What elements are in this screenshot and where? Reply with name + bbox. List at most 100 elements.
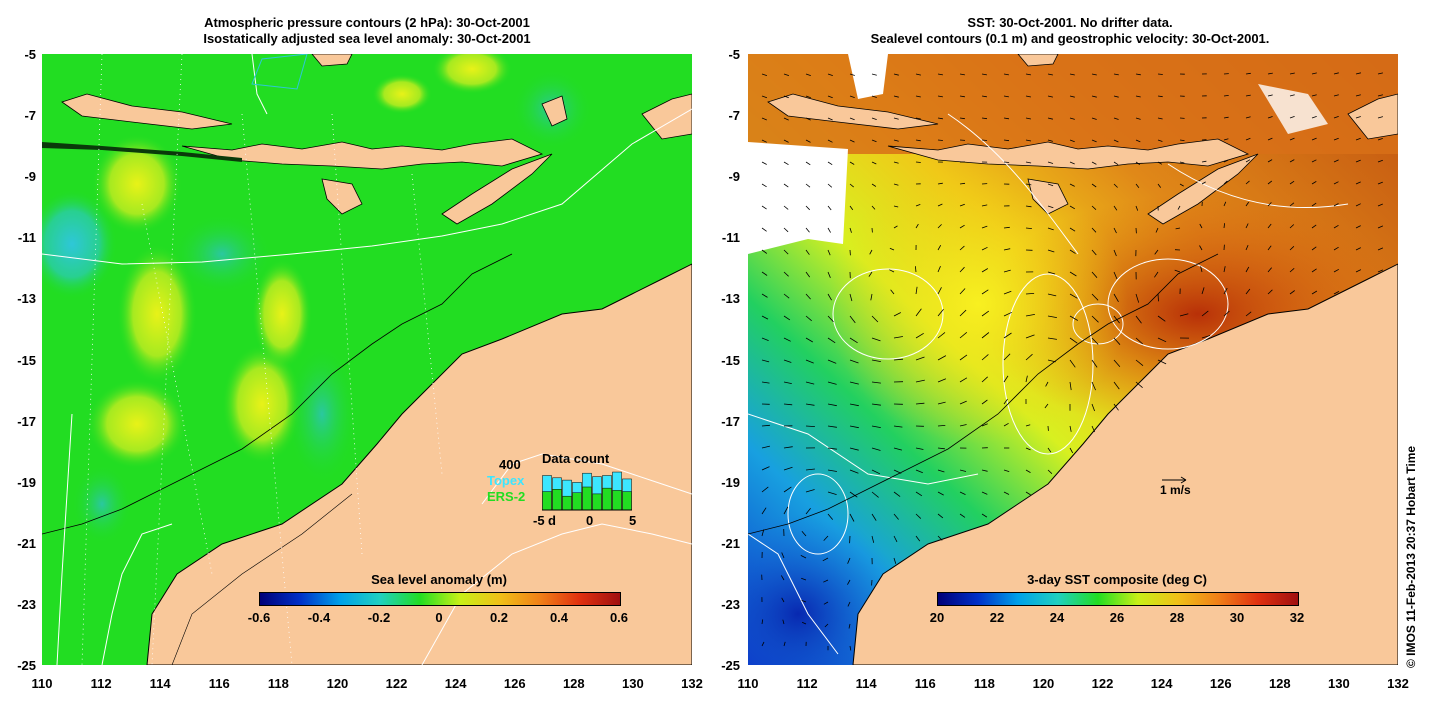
- velocity-arrow: [847, 579, 851, 585]
- velocity-arrow: [1355, 72, 1361, 75]
- left-x-tick: 114: [149, 676, 171, 691]
- velocity-arrow: [849, 161, 855, 165]
- velocity-arrow: [827, 337, 836, 344]
- velocity-arrow: [1267, 223, 1272, 229]
- velocity-arrow: [783, 641, 786, 647]
- velocity-arrow: [1223, 138, 1229, 141]
- velocity-arrow: [801, 600, 807, 603]
- velocity-scale-label: 1 m/s: [1160, 483, 1191, 497]
- data-count-max: 400: [499, 457, 521, 472]
- velocity-arrow: [1091, 315, 1099, 323]
- velocity-arrow: [937, 332, 946, 339]
- velocity-arrow: [937, 182, 943, 185]
- velocity-arrow: [959, 377, 968, 383]
- velocity-arrow: [937, 224, 942, 229]
- velocity-arrow: [1135, 73, 1141, 76]
- velocity-arrow: [1047, 293, 1057, 297]
- velocity-arrow: [849, 95, 855, 98]
- velocity-arrow: [1267, 72, 1273, 75]
- velocity-arrow: [1311, 116, 1317, 119]
- velocity-arrow: [1154, 249, 1159, 255]
- velocity-arrow: [1047, 183, 1054, 187]
- velocity-arrow: [1025, 334, 1035, 339]
- velocity-arrow: [1091, 117, 1097, 120]
- right-y-tick: -5: [728, 47, 740, 62]
- velocity-arrow: [1157, 315, 1166, 322]
- velocity-arrow: [805, 403, 815, 406]
- velocity-arrow: [981, 354, 989, 361]
- velocity-arrow: [981, 225, 988, 229]
- velocity-arrow: [1113, 249, 1117, 257]
- velocity-arrow: [1047, 117, 1053, 120]
- right-y-tick: -17: [721, 413, 740, 429]
- velocity-arrow: [1069, 95, 1075, 98]
- velocity-arrow: [1223, 95, 1229, 97]
- velocity-arrow: [1245, 137, 1251, 141]
- left-y-tick: -25: [17, 658, 36, 673]
- velocity-arrow: [1223, 310, 1230, 317]
- velocity-arrow: [893, 491, 901, 497]
- velocity-arrow: [800, 555, 807, 559]
- velocity-arrow: [1311, 224, 1317, 229]
- velocity-arrow: [1025, 227, 1032, 229]
- velocity-arrow: [805, 468, 815, 471]
- velocity-arrow: [827, 315, 834, 323]
- sla-colorbar: [259, 592, 621, 606]
- velocity-arrow: [1069, 183, 1075, 187]
- velocity-arrow: [959, 203, 965, 207]
- velocity-arrow: [915, 117, 921, 120]
- velocity-arrow: [780, 575, 785, 581]
- velocity-arrow: [1245, 223, 1249, 229]
- velocity-arrow: [761, 619, 764, 625]
- velocity-arrow: [1113, 161, 1119, 166]
- velocity-arrow: [805, 73, 811, 76]
- velocity-arrow: [1223, 287, 1228, 295]
- velocity-arrow: [783, 466, 793, 471]
- sla-colorbar-tick: -0.4: [307, 610, 331, 625]
- velocity-arrow: [893, 205, 899, 208]
- velocity-arrow: [1025, 491, 1031, 496]
- velocity-arrow: [1377, 225, 1384, 229]
- velocity-arrow: [849, 73, 855, 76]
- velocity-arrow: [761, 337, 769, 341]
- velocity-arrow: [1091, 73, 1097, 76]
- velocity-arrow: [761, 183, 767, 188]
- velocity-arrow: [871, 315, 879, 323]
- velocity-arrow: [761, 227, 767, 232]
- velocity-arrow: [1047, 249, 1055, 253]
- velocity-arrow: [849, 403, 859, 407]
- velocity-arrow: [805, 227, 810, 233]
- velocity-arrow: [1157, 337, 1167, 343]
- velocity-arrow: [937, 535, 943, 541]
- velocity-arrow: [1355, 247, 1361, 251]
- velocity-arrow: [915, 95, 921, 98]
- velocity-arrow: [761, 73, 768, 76]
- velocity-arrow: [1157, 117, 1163, 120]
- velocity-arrow: [761, 95, 768, 99]
- velocity-arrow: [827, 381, 837, 385]
- velocity-arrow: [783, 227, 789, 233]
- velocity-arrows: [761, 72, 1384, 651]
- velocity-arrow: [783, 337, 791, 342]
- velocity-arrow: [981, 399, 988, 405]
- velocity-arrow: [1311, 268, 1317, 273]
- velocity-arrow: [893, 557, 897, 564]
- ers2-bar: [592, 493, 602, 511]
- velocity-arrow: [871, 359, 881, 362]
- velocity-arrow: [1157, 95, 1163, 98]
- velocity-arrow: [959, 491, 966, 495]
- right-y-tick: -15: [721, 352, 740, 368]
- velocity-arrow: [871, 183, 877, 187]
- velocity-arrow: [827, 117, 833, 121]
- velocity-arrow: [870, 293, 873, 301]
- velocity-arrow: [1201, 310, 1209, 317]
- velocity-arrow: [915, 491, 923, 497]
- velocity-arrow: [1377, 116, 1384, 119]
- velocity-arrow: [805, 508, 811, 515]
- velocity-arrow: [890, 289, 895, 295]
- sst-colorbar: [937, 592, 1299, 606]
- velocity-arrow: [981, 139, 988, 141]
- velocity-arrow: [1333, 137, 1339, 141]
- velocity-arrow: [1311, 202, 1317, 207]
- velocity-arrow: [1289, 72, 1295, 75]
